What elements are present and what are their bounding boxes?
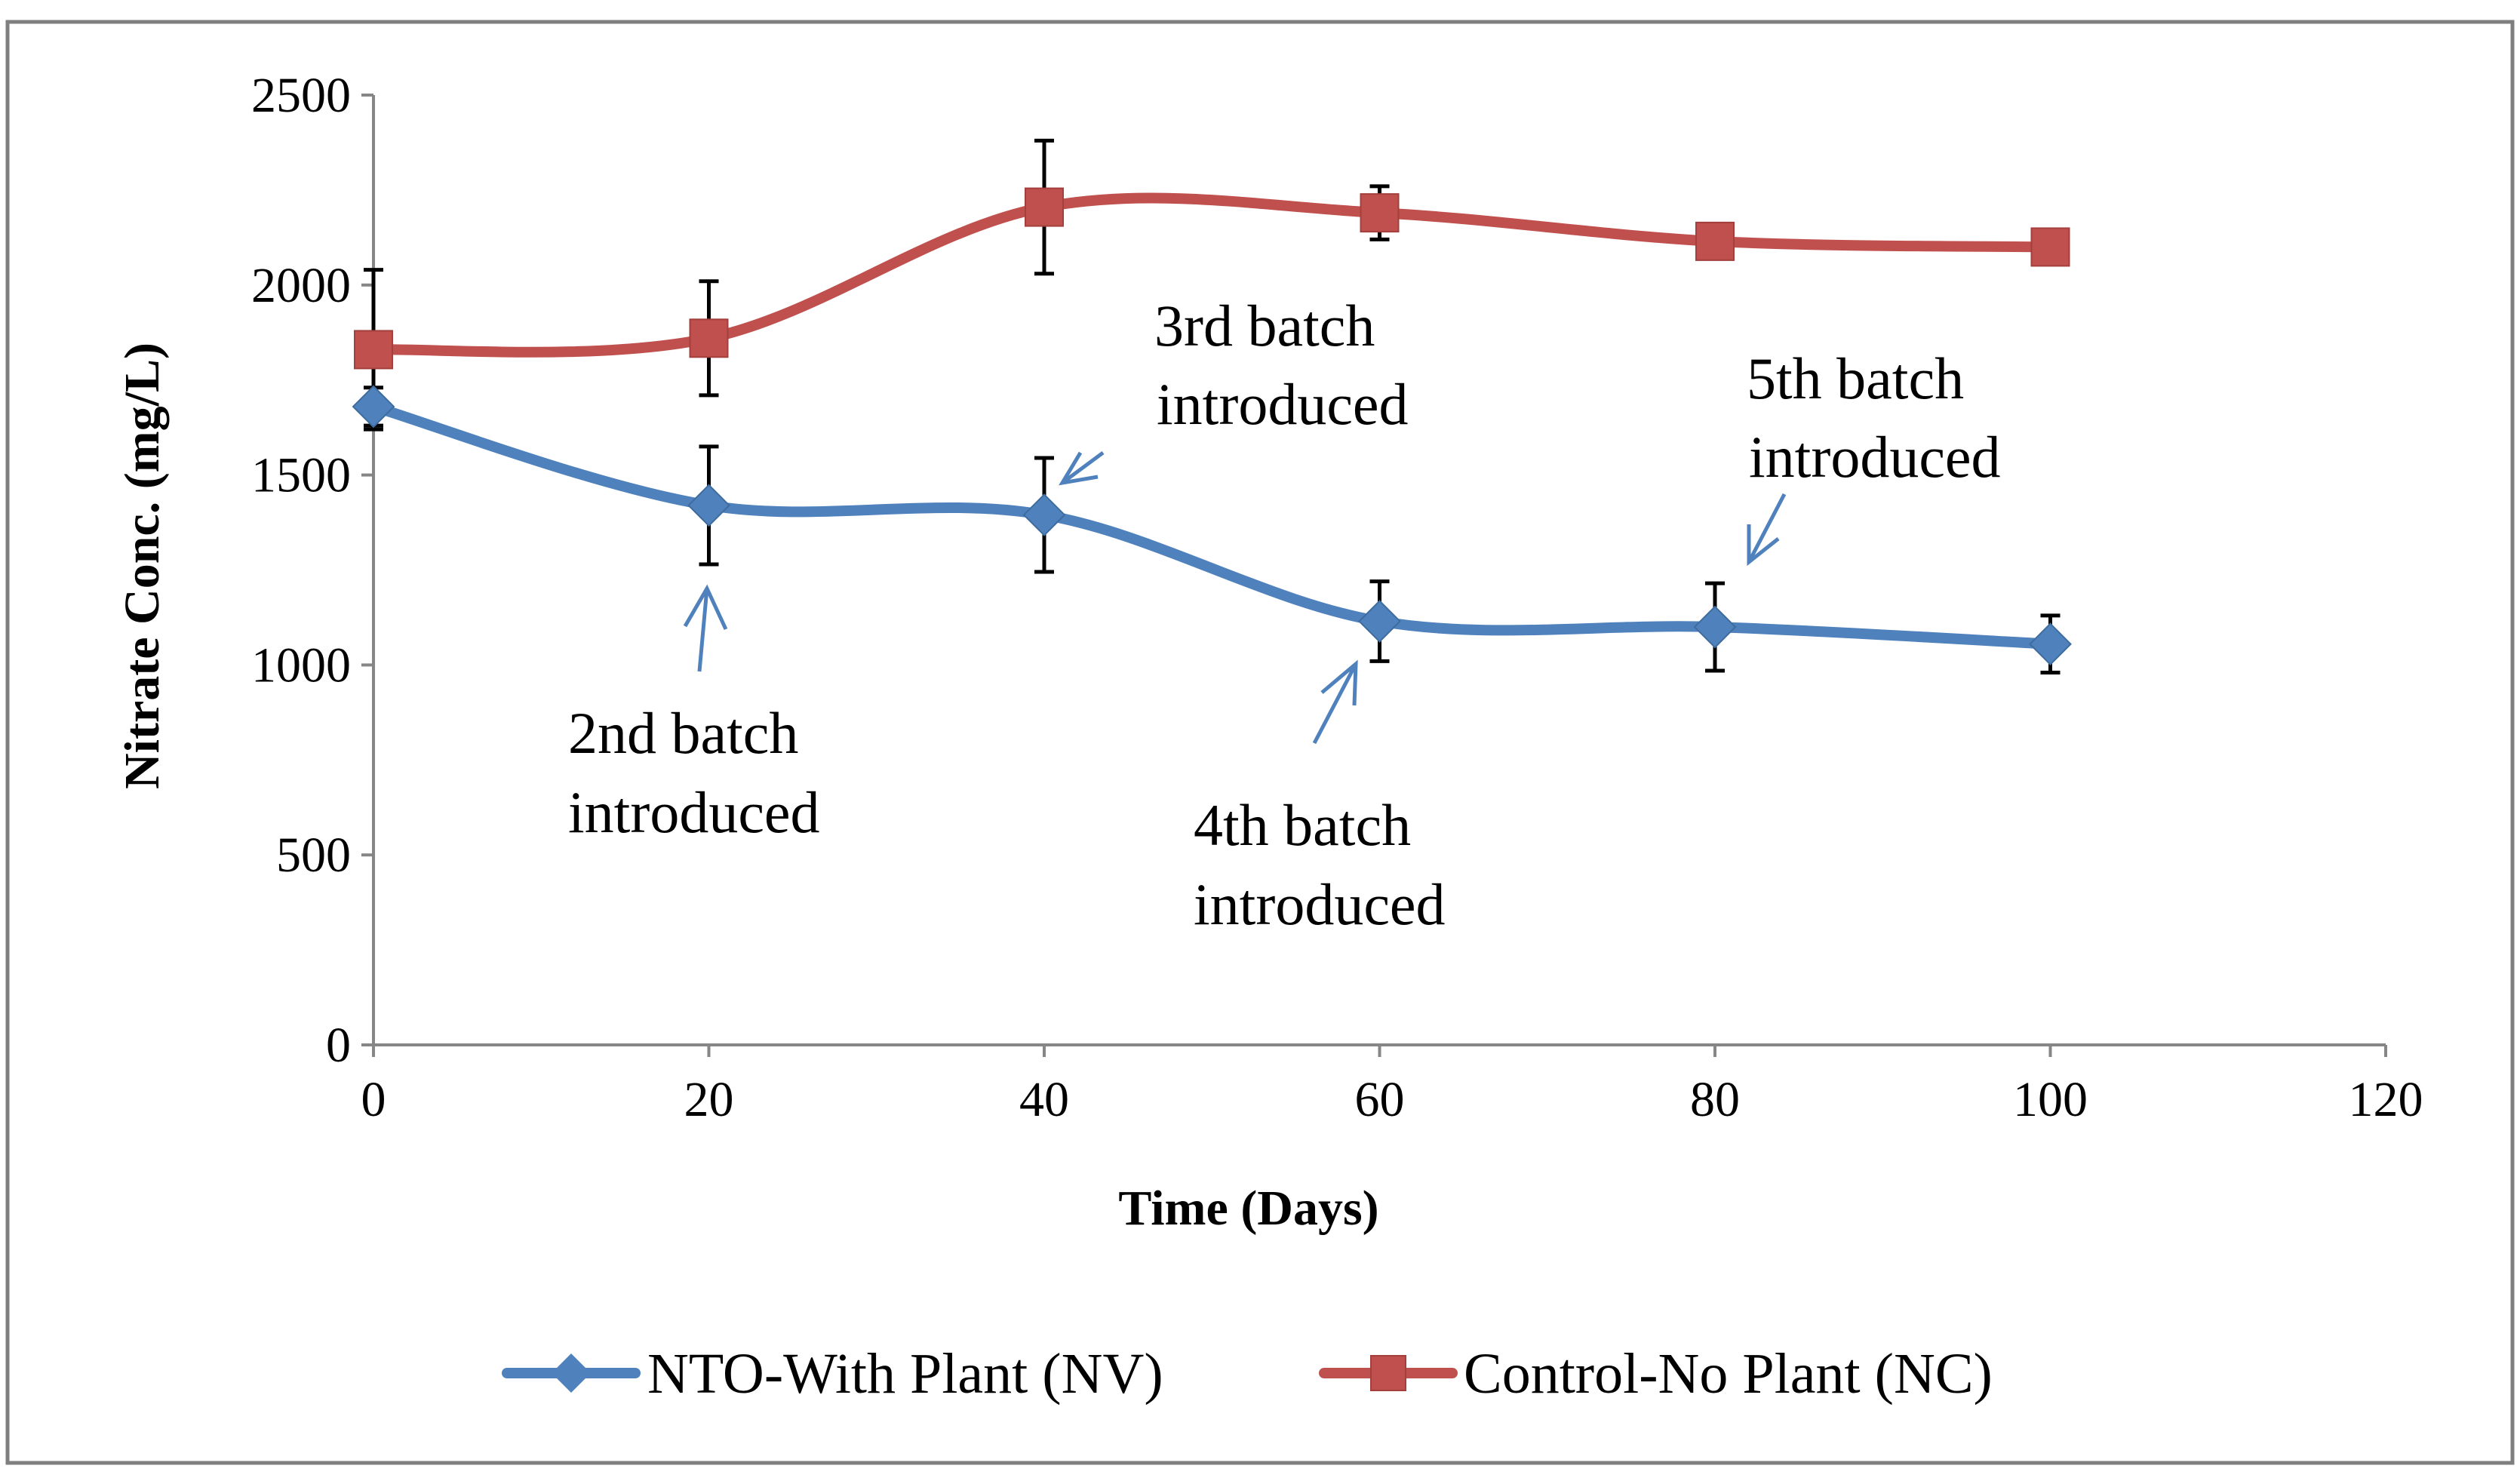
y-tick-label: 2500 <box>251 68 351 123</box>
y-tick-label: 500 <box>276 828 351 883</box>
data-point-nv <box>1022 493 1066 536</box>
chart-border <box>5 20 2515 1465</box>
annotation-batch4-line1: 4th batch <box>1194 792 1411 858</box>
series-line-nc <box>368 192 2056 358</box>
legend-item-nv: NTO-With Plant (NV) <box>502 1342 1163 1406</box>
annotation-batch2: 2nd batch introduced <box>568 584 820 845</box>
x-tick-label: 60 <box>1355 1072 1405 1127</box>
x-tick-label: 80 <box>1690 1072 1740 1127</box>
data-point-nv <box>2029 622 2072 666</box>
annotation-batch3-arrow <box>1059 450 1105 486</box>
annotation-batch3: 3rd batch introduced <box>1059 293 1409 486</box>
legend-swatch-nv-diamond <box>552 1353 591 1393</box>
annotation-batch4: 4th batch introduced <box>1194 659 1446 937</box>
x-tick-label: 40 <box>1019 1072 1069 1127</box>
data-point-nc <box>689 318 729 358</box>
x-tick-label: 0 <box>361 1072 386 1127</box>
data-point-nc <box>1360 193 1400 233</box>
data-point-nc <box>1695 221 1735 261</box>
data-point-nv <box>1358 600 1401 643</box>
data-point-nv <box>687 484 730 527</box>
legend-item-nc: Control-No Plant (NC) <box>1319 1342 1993 1406</box>
annotation-batch3-line2: introduced <box>1157 371 1409 437</box>
y-axis-label: Nitrate Conc. (mg/L) <box>115 343 170 789</box>
data-point-nv <box>1693 605 1737 649</box>
annotation-batch5-line2: introduced <box>1749 424 2001 490</box>
y-tick-label: 2000 <box>251 258 351 313</box>
y-tick-label: 1500 <box>251 448 351 503</box>
legend: NTO-With Plant (NV) Control-No Plant (NC… <box>502 1342 1993 1406</box>
annotation-batch5-line1: 5th batch <box>1747 346 1964 411</box>
axes: 0 500 1000 1500 2000 2500 0 20 40 60 80 100 120 <box>251 68 2423 1127</box>
annotation-batch5-arrow <box>1747 493 1787 567</box>
x-tick-label: 120 <box>2349 1072 2423 1127</box>
annotation-batch4-arrow <box>1312 659 1358 745</box>
markers <box>352 187 2072 666</box>
x-axis-label: Time (Days) <box>1118 1181 1378 1236</box>
legend-label-nv: NTO-With Plant (NV) <box>647 1342 1163 1406</box>
annotation-batch3-line1: 3rd batch <box>1154 293 1375 358</box>
annotation-batch2-arrow <box>683 584 728 672</box>
legend-label-nc: Control-No Plant (NC) <box>1464 1342 1993 1406</box>
series-lines <box>368 192 2056 650</box>
legend-swatch-nc-square <box>1370 1355 1406 1391</box>
data-point-nc <box>354 330 393 370</box>
data-point-nc <box>1025 187 1064 227</box>
annotation-batch4-line2: introduced <box>1194 871 1446 937</box>
series-line-nv <box>368 401 2056 650</box>
y-tick-label: 1000 <box>251 638 351 693</box>
annotation-batch2-line1: 2nd batch <box>568 700 798 766</box>
y-tick-label: 0 <box>326 1018 351 1073</box>
annotation-batch5: 5th batch introduced <box>1747 346 2001 567</box>
annotation-batch2-line2: introduced <box>568 779 820 845</box>
data-point-nv <box>352 385 395 429</box>
x-tick-label: 20 <box>684 1072 734 1127</box>
x-tick-label: 100 <box>2013 1072 2088 1127</box>
data-point-nc <box>2030 227 2070 267</box>
